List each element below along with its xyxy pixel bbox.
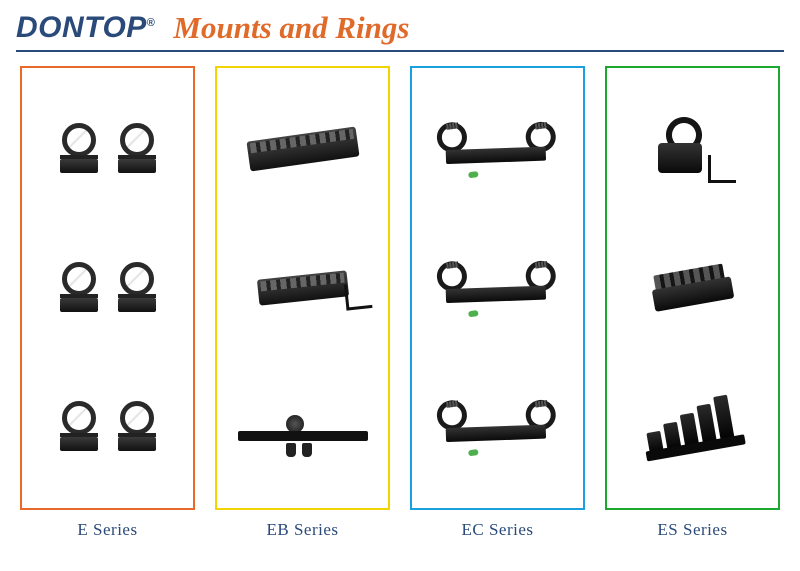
column-eb-series: EB Series — [215, 66, 390, 540]
rail-adapter-icon — [256, 270, 348, 305]
column-box — [215, 66, 390, 510]
ring-mount-icon — [112, 119, 162, 179]
column-box — [605, 66, 780, 510]
cantilever-mount-icon — [428, 106, 566, 193]
rail-mount-icon — [246, 127, 359, 172]
carry-handle-mount-icon — [238, 407, 368, 447]
product-slot — [217, 89, 388, 209]
product-slot — [412, 367, 583, 487]
product-slot — [22, 89, 193, 209]
product-slot — [22, 367, 193, 487]
qd-rail-icon — [646, 256, 739, 320]
brand-text: DONTOP — [16, 11, 147, 44]
ring-mount-icon — [54, 397, 104, 457]
hex-key-icon — [708, 155, 736, 183]
column-e-series: E Series — [20, 66, 195, 540]
ring-mount-icon — [54, 258, 104, 318]
ring-mount-icon — [112, 258, 162, 318]
column-label: EC Series — [461, 520, 533, 540]
column-box — [20, 66, 195, 510]
cantilever-mount-icon — [428, 244, 566, 331]
divider-rule — [16, 50, 784, 52]
flashlight-clamp-icon — [648, 113, 738, 185]
product-slot — [607, 228, 778, 348]
cantilever-mount-icon — [428, 383, 566, 470]
ring-mount-icon — [112, 397, 162, 457]
product-slot — [412, 228, 583, 348]
registered-mark: ® — [147, 17, 156, 29]
offset-rail-icon — [633, 388, 752, 466]
column-es-series: ES Series — [605, 66, 780, 540]
column-label: ES Series — [657, 520, 727, 540]
header: DONTOP® Mounts and Rings — [16, 10, 784, 46]
column-ec-series: EC Series — [410, 66, 585, 540]
brand-logo: DONTOP® — [16, 11, 155, 45]
hex-key-icon — [343, 282, 372, 311]
product-slot — [607, 367, 778, 487]
product-slot — [217, 228, 388, 348]
series-columns: E Series EB Series — [16, 66, 784, 540]
page-title: Mounts and Rings — [173, 10, 409, 46]
product-slot — [217, 367, 388, 487]
column-box — [410, 66, 585, 510]
ring-mount-icon — [54, 119, 104, 179]
product-slot — [607, 89, 778, 209]
product-slot — [412, 89, 583, 209]
column-label: E Series — [77, 520, 137, 540]
column-label: EB Series — [266, 520, 338, 540]
product-slot — [22, 228, 193, 348]
